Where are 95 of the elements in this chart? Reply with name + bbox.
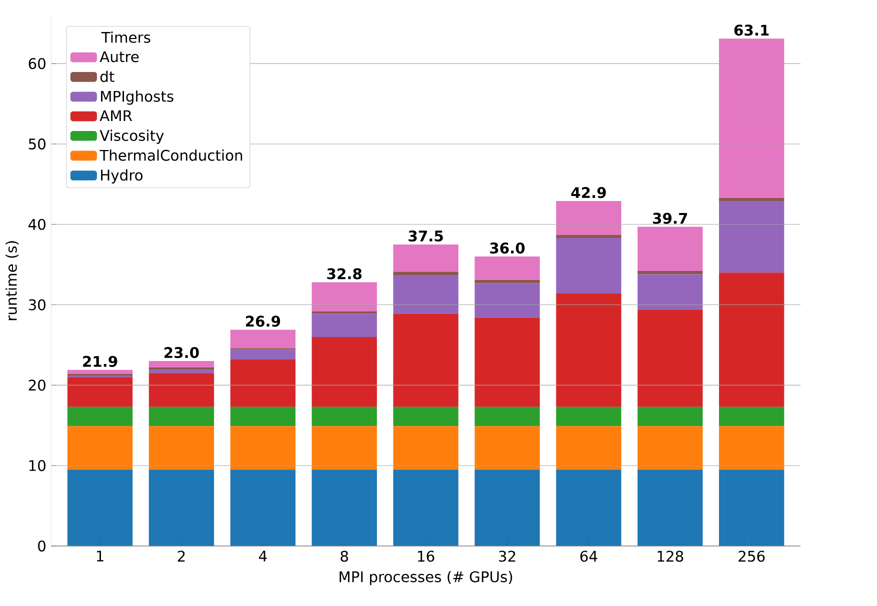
y-tick-label: 30 [28,299,46,310]
bar [230,330,296,348]
bar [719,201,784,273]
y-tick-label: 40 [28,218,46,230]
bar [393,406,458,426]
bar [638,470,703,546]
total-label: 37.5 [408,230,443,242]
total-label: 21.9 [83,356,118,367]
bar [556,406,622,426]
total-label: 23.0 [164,347,199,358]
bar [148,406,214,426]
total-label: 36.0 [490,242,525,254]
legend-label: MPIghosts [101,90,174,105]
bar [719,470,784,546]
x-tick-label: 32 [499,550,516,562]
bar [148,361,214,368]
y-tick-label: 0 [38,540,46,552]
bar [474,280,540,284]
bar [67,470,133,546]
bar [230,359,296,407]
bar [393,272,458,276]
bar [312,314,377,337]
bar [474,470,540,546]
legend-label: Hydro [101,169,143,184]
bar [556,470,622,546]
bar [393,244,458,272]
legend-label: AMR [100,110,132,122]
bar [148,367,214,370]
bar [393,470,458,546]
bar [719,198,784,202]
bar [393,426,458,470]
bar [719,406,784,426]
bar [148,470,214,546]
bar [67,370,133,374]
bar [638,274,703,310]
x-tick-label: 8 [340,550,348,562]
x-tick-label: 2 [178,550,185,562]
bar [312,470,377,546]
x-tick-label: 256 [738,550,765,562]
bar [148,426,214,470]
bar [638,406,703,426]
bar [556,294,622,407]
legend-label: Viscosity [100,130,164,144]
x-tick-label: 4 [258,550,267,562]
y-axis-title: runtime (s) [6,241,19,320]
bar [719,426,784,470]
bar [556,426,622,470]
y-tick-label: 50 [28,138,46,150]
bar [67,406,133,426]
legend-label: dt [100,70,114,82]
bar [474,426,540,470]
y-tick-label: 60 [28,58,46,70]
bar [556,201,622,235]
bar [638,226,703,272]
bar [230,426,296,470]
bar [148,373,214,407]
bar [638,310,703,407]
bar [719,272,784,407]
bar [230,406,296,426]
bar [312,311,377,314]
bar [556,238,622,294]
total-label: 63.1 [734,24,769,36]
legend-label: Autre [100,51,139,62]
bar [312,282,377,312]
bar [556,234,622,238]
x-tick-label: 64 [580,550,598,562]
x-tick-label: 16 [418,550,434,562]
bar [474,256,540,280]
total-label: 32.8 [327,268,362,280]
bar [230,350,296,360]
legend-label: ThermalConduction [100,149,242,161]
y-tick-label: 20 [28,380,46,391]
bar [474,318,540,407]
bar [312,336,377,407]
bar [230,470,296,546]
x-tick-label: 1 [96,550,104,562]
x-axis-title: MPI processes (# GPUs) [340,570,512,586]
x-tick-label: 128 [658,550,684,562]
total-label: 42.9 [571,187,606,198]
bar [638,426,703,470]
legend-title: Timers [101,32,150,43]
bar [393,275,458,314]
bar [148,370,214,374]
bar [474,406,540,426]
bar [474,283,540,318]
bar [67,377,133,407]
bar [312,426,377,470]
bar [719,38,784,198]
total-label: 39.7 [653,212,688,224]
bar [312,406,377,426]
bar [67,426,133,470]
bar [393,314,458,407]
y-tick-label: 10 [29,460,46,472]
bar [638,271,703,274]
total-label: 26.9 [246,316,280,327]
